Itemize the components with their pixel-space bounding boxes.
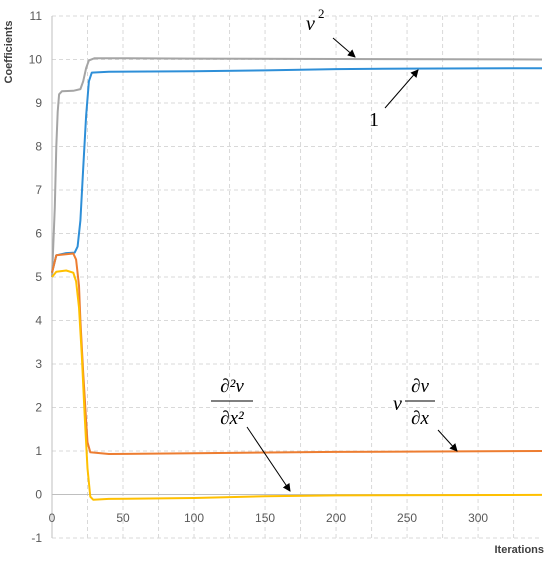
y-tick-label: 1 [35, 444, 42, 458]
x-tick-label: 150 [255, 511, 275, 525]
annotation-advection: v ∂v ∂x [393, 376, 458, 452]
x-tick-label: 100 [184, 511, 204, 525]
series-line-2 [51, 252, 543, 455]
annotation-second-derivative: ∂²v ∂x² [211, 376, 291, 492]
tick-labels: -1 0 1 2 3 4 5 6 7 8 9 10 11 0 50 100 150 200 250 300 [29, 9, 489, 545]
x-tick-label: 50 [116, 511, 130, 525]
x-tick-label: 200 [326, 511, 346, 525]
series-line-1 [51, 67, 543, 273]
grid [52, 15, 542, 539]
y-tick-label: 10 [29, 53, 43, 67]
y-tick-label: 6 [35, 227, 42, 241]
annotation-advection-denominator: ∂x [411, 408, 429, 429]
y-tick-label: 11 [30, 9, 43, 23]
x-tick-label: 300 [468, 511, 488, 525]
annotation-one-label: 1 [369, 109, 379, 131]
annotation-second-derivative-denominator: ∂x² [220, 408, 244, 429]
y-tick-label: 8 [35, 140, 42, 154]
annotation-advection-arrow [437, 429, 458, 452]
annotation-advection-numerator: ∂v [411, 376, 429, 397]
y-tick-label: 0 [35, 488, 42, 502]
y-tick-label: -1 [31, 531, 42, 545]
y-tick-label: 7 [35, 183, 42, 197]
series-line-0 [51, 57, 543, 278]
annotation-v-squared-exponent: 2 [318, 6, 325, 21]
x-axis-title: Iterations [494, 544, 544, 556]
y-tick-label: 2 [35, 401, 42, 415]
x-tick-label: 0 [49, 511, 56, 525]
x-tick-label: 250 [397, 511, 417, 525]
y-tick-label: 5 [35, 270, 42, 284]
y-axis-title: Coefficients [3, 21, 15, 84]
annotation-one: 1 [369, 69, 419, 131]
annotation-advection-v: v [393, 393, 402, 415]
annotation-v-squared-arrow [332, 37, 356, 58]
annotation-v-squared-base: v [306, 13, 315, 35]
y-tick-label: 9 [35, 96, 42, 110]
annotation-second-derivative-numerator: ∂²v [220, 376, 244, 397]
annotation-second-derivative-arrow [246, 426, 291, 492]
series-lines [51, 57, 543, 501]
y-tick-label: 3 [35, 357, 42, 371]
annotation-v-squared: v 2 [306, 6, 356, 58]
y-tick-label: 4 [35, 314, 42, 328]
series-line-3 [51, 269, 543, 501]
annotation-one-arrow [384, 69, 419, 109]
